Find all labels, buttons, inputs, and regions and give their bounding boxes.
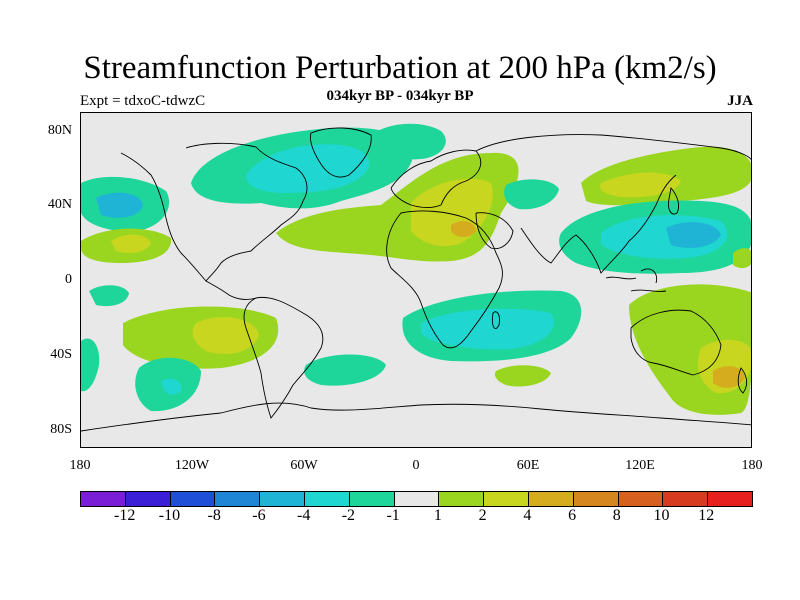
colorbar-tick-label: 8 (612, 507, 621, 524)
anomaly-positive-south-atlantic (494, 365, 551, 387)
lat-label-equator: 0 (65, 272, 72, 287)
coastline-arabia (475, 212, 514, 250)
coastline-africa (386, 210, 503, 349)
anomaly-positive-date-line (733, 248, 751, 269)
coastlines (81, 127, 751, 432)
colorbar-swatch (573, 492, 619, 506)
anomaly-negative-central-asia (504, 179, 559, 210)
colorbar-tick-label: 6 (568, 507, 577, 524)
lon-label-60e: 60E (516, 458, 540, 473)
coastline-greenland (310, 127, 372, 178)
colorbar-tick-label: -2 (341, 507, 356, 524)
lon-label-180-east: 180 (741, 458, 763, 473)
coastline-madagascar (492, 311, 500, 329)
anomaly-shading (81, 123, 751, 415)
colorbar-swatch (528, 492, 574, 506)
colorbar-swatch (81, 492, 126, 506)
coastline-new-zealand (737, 367, 748, 394)
anomaly-positive-eurasia-peak (451, 221, 476, 237)
anomaly-negative-north-atlantic-core (246, 144, 370, 193)
anomaly-positive-australia-peak (713, 366, 745, 388)
lat-label-40n: 40N (47, 197, 72, 212)
coastline-europe (390, 149, 482, 209)
coastline-south-america (243, 296, 324, 419)
coastline-antarctica (81, 402, 751, 432)
colorbar-tick-label: 4 (523, 507, 532, 524)
colorbar-tick-label: -8 (207, 507, 221, 524)
anomaly-positive-south-pacific-core (192, 316, 259, 355)
chart-subtitle: 034kyr BP - 034kyr BP (326, 88, 474, 104)
colorbar-tick-label: -6 (252, 507, 266, 524)
lat-label-40s: 40S (50, 347, 72, 362)
coastline-central-america (205, 280, 257, 300)
map-panel (80, 112, 752, 448)
season-label: JJA (727, 93, 753, 109)
colorbar-swatch (394, 492, 440, 506)
anomaly-negative-eq-pacific (89, 285, 129, 307)
colorbar-tick-label: -10 (158, 507, 181, 524)
lon-label-120e: 120E (625, 458, 655, 473)
experiment-label: Expt = tdxoC-tdwzC (80, 93, 206, 109)
lon-label-120w: 120W (174, 458, 210, 473)
anomaly-negative-south-indian-core (421, 308, 555, 350)
colorbar-swatch (304, 492, 350, 506)
colorbar-swatch (170, 492, 216, 506)
anomaly-positive-north-pacific-core (600, 172, 681, 198)
colorbar-swatch (125, 492, 171, 506)
colorbar-tick-label: 12 (698, 507, 715, 524)
colorbar-swatch (484, 492, 529, 506)
colorbar-tick-label: -1 (386, 507, 400, 524)
anomaly-negative-antarctic (81, 338, 100, 392)
colorbar-swatch (618, 492, 664, 506)
colorbar-tick-label: 10 (653, 507, 670, 524)
coastline-north-america (120, 142, 308, 282)
colorbar-tick-label: 1 (433, 507, 442, 524)
colorbar-tick-label: -12 (114, 507, 136, 524)
coastline-asia (475, 134, 751, 274)
lon-label-60w: 60W (290, 458, 318, 473)
anomaly-negative-west-pacific-peak (666, 222, 721, 248)
lon-label-0: 0 (412, 458, 420, 473)
colorbar (80, 491, 753, 507)
coastline-maritime-continent (605, 268, 667, 292)
coastline-australia (630, 309, 722, 376)
streamfunction-map (81, 113, 751, 447)
colorbar-tick-label: -4 (296, 507, 311, 524)
colorbar-swatch (663, 492, 709, 506)
colorbar-swatch (439, 492, 485, 506)
anomaly-negative-se-pacific-core (161, 378, 182, 395)
anomaly-negative-nw-pacific-core (96, 192, 143, 218)
colorbar-swatch (215, 492, 261, 506)
colorbar-swatch (260, 492, 305, 506)
anomaly-negative-south-atlantic (304, 354, 386, 386)
colorbar-tick-label: 2 (478, 507, 487, 524)
coastline-japan (668, 186, 680, 215)
colorbar-swatch (708, 492, 752, 506)
lat-label-80n: 80N (47, 123, 72, 138)
anomaly-positive-ne-pacific-core (111, 234, 151, 253)
lon-label-180-west: 180 (69, 458, 91, 473)
lat-label-80s: 80S (50, 422, 72, 437)
colorbar-swatch (349, 492, 395, 506)
chart-title: Streamfunction Perturbation at 200 hPa (… (83, 50, 717, 86)
anomaly-negative-arctic (361, 123, 446, 160)
